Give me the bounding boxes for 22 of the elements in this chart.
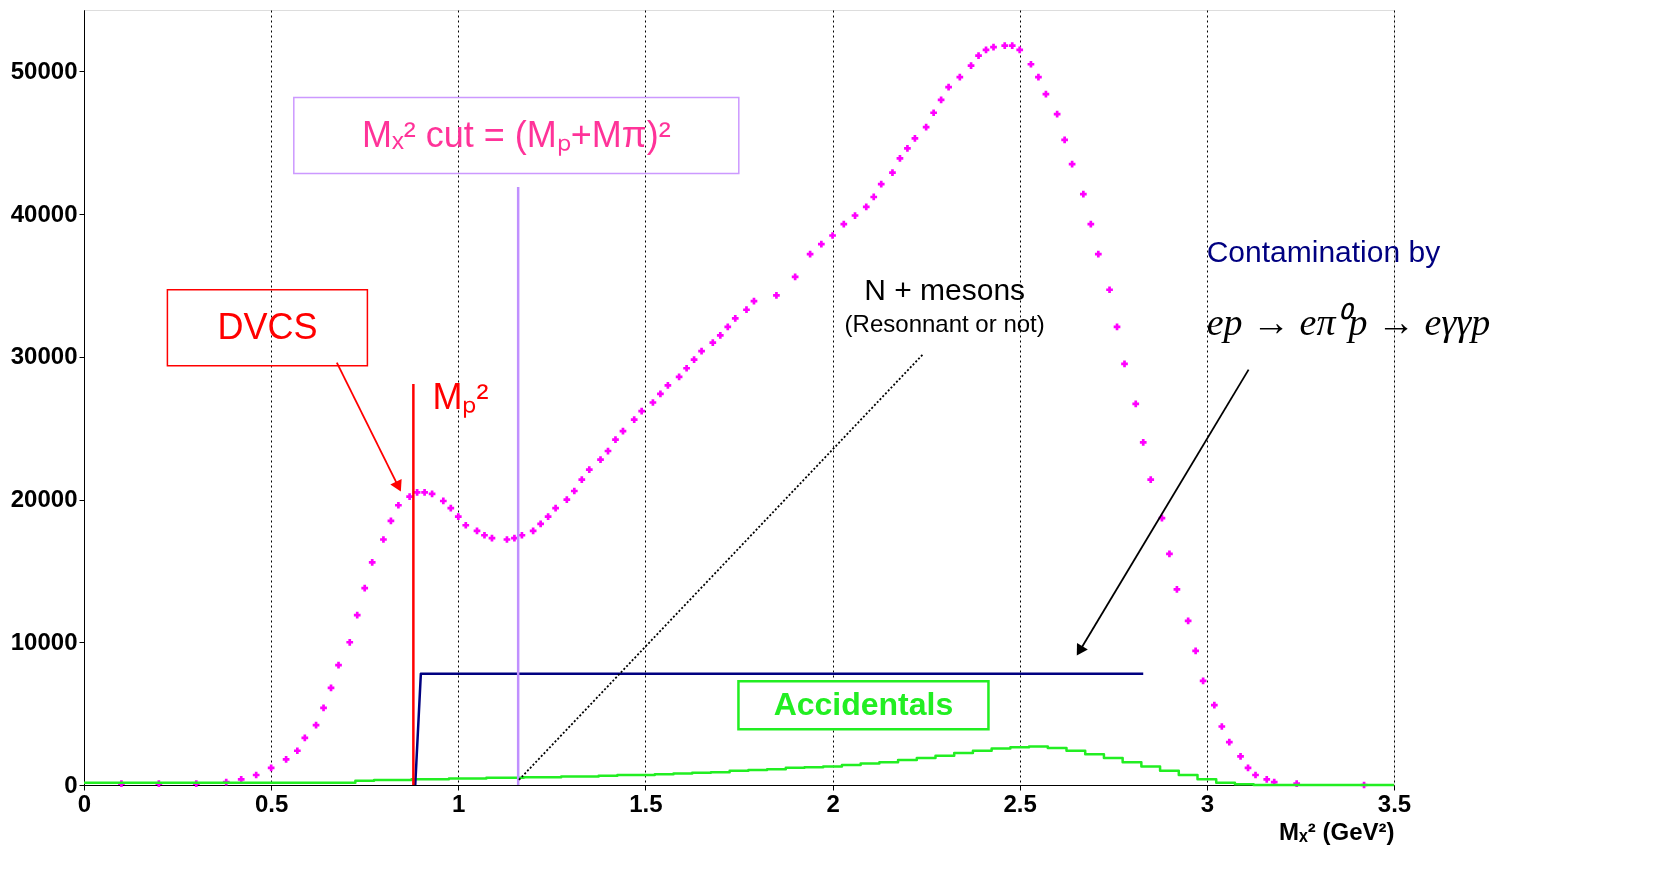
y-tick-label: 50000 xyxy=(10,56,78,84)
annotation: Mₚ² xyxy=(432,375,489,418)
annotation: (Resonnant or not) xyxy=(844,309,1045,337)
y-tick-label: 0 xyxy=(64,770,78,798)
x-tick-label: 1.5 xyxy=(629,789,663,817)
y-tick-label: 10000 xyxy=(10,627,78,655)
annotation: ep → eπ⁰p → eγγp xyxy=(1206,300,1491,343)
x-tick-label: 2.5 xyxy=(1003,789,1037,817)
x-tick-label: 0.5 xyxy=(254,789,289,817)
x-tick-label: 3 xyxy=(1200,789,1215,817)
x-tick-label: 3.5 xyxy=(1377,789,1412,817)
annotation: Contamination by xyxy=(1206,234,1441,268)
x-tick-label: 2 xyxy=(826,789,840,817)
y-tick-label: 30000 xyxy=(10,342,78,370)
annotation: N + mesons xyxy=(864,273,1026,307)
y-tick-label: 20000 xyxy=(10,485,78,513)
x-tick-label: 1 xyxy=(452,789,466,817)
x-axis-title: Mₓ² (GeV²) xyxy=(1279,817,1395,845)
y-tick-label: 40000 xyxy=(10,199,78,227)
series-label: Accidentals xyxy=(773,686,954,723)
annotation: Mₓ² cut = (Mₚ+Mπ)² xyxy=(361,113,671,156)
annotation: DVCS xyxy=(217,305,318,347)
